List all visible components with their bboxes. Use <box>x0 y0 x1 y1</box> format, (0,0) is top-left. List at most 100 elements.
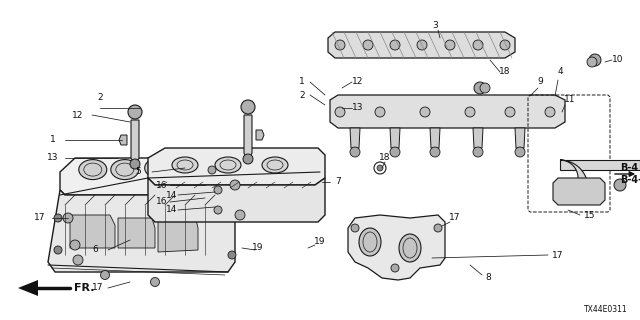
Polygon shape <box>473 128 483 148</box>
Polygon shape <box>244 115 252 157</box>
Circle shape <box>335 40 345 50</box>
Circle shape <box>417 40 427 50</box>
Ellipse shape <box>79 160 107 180</box>
Circle shape <box>208 166 216 174</box>
Ellipse shape <box>262 157 288 173</box>
Circle shape <box>390 40 400 50</box>
Text: 16: 16 <box>156 197 168 206</box>
Circle shape <box>243 154 253 164</box>
Polygon shape <box>348 215 445 280</box>
Text: 9: 9 <box>537 77 543 86</box>
Circle shape <box>335 107 345 117</box>
Text: 17: 17 <box>449 213 461 222</box>
Polygon shape <box>328 32 515 58</box>
Circle shape <box>363 40 373 50</box>
Text: 8: 8 <box>485 274 491 283</box>
Text: 18: 18 <box>499 68 511 76</box>
Circle shape <box>420 107 430 117</box>
Circle shape <box>73 255 83 265</box>
Ellipse shape <box>145 158 173 178</box>
Circle shape <box>614 179 626 191</box>
Ellipse shape <box>359 228 381 256</box>
Circle shape <box>350 147 360 157</box>
Polygon shape <box>131 120 139 162</box>
Text: FR.: FR. <box>74 283 95 293</box>
Polygon shape <box>70 215 115 248</box>
Circle shape <box>480 83 490 93</box>
Circle shape <box>228 251 236 259</box>
Text: 16: 16 <box>156 180 168 189</box>
Circle shape <box>445 40 455 50</box>
Text: B-4-1: B-4-1 <box>620 175 640 185</box>
Circle shape <box>473 147 483 157</box>
Text: 2: 2 <box>299 91 305 100</box>
Polygon shape <box>158 215 198 252</box>
Circle shape <box>473 40 483 50</box>
Text: 17: 17 <box>552 251 564 260</box>
Polygon shape <box>515 128 525 148</box>
Text: 19: 19 <box>252 244 264 252</box>
Text: 13: 13 <box>352 103 364 113</box>
Circle shape <box>70 240 80 250</box>
Polygon shape <box>560 160 588 188</box>
Text: 11: 11 <box>564 95 576 105</box>
Polygon shape <box>119 135 127 145</box>
Text: 15: 15 <box>584 211 596 220</box>
Polygon shape <box>390 128 400 148</box>
Circle shape <box>100 270 109 279</box>
Circle shape <box>130 159 140 169</box>
Text: 17: 17 <box>35 213 45 222</box>
Circle shape <box>54 246 62 254</box>
Circle shape <box>377 165 383 171</box>
Polygon shape <box>118 218 155 248</box>
Text: 3: 3 <box>432 20 438 29</box>
Polygon shape <box>18 280 38 296</box>
Text: 17: 17 <box>92 284 104 292</box>
Text: 6: 6 <box>92 245 98 254</box>
Text: 7: 7 <box>335 178 341 187</box>
Circle shape <box>230 180 240 190</box>
Text: 14: 14 <box>166 190 178 199</box>
Circle shape <box>241 100 255 114</box>
Text: 18: 18 <box>380 154 391 163</box>
Circle shape <box>224 201 232 209</box>
Circle shape <box>515 147 525 157</box>
Circle shape <box>375 107 385 117</box>
Polygon shape <box>560 160 640 170</box>
Circle shape <box>465 107 475 117</box>
Text: TX44E0311: TX44E0311 <box>584 305 628 314</box>
Polygon shape <box>330 95 565 128</box>
Circle shape <box>214 186 222 194</box>
Circle shape <box>587 57 597 67</box>
Text: 10: 10 <box>612 55 624 65</box>
Polygon shape <box>350 128 360 148</box>
Circle shape <box>150 277 159 286</box>
Text: 2: 2 <box>97 93 103 102</box>
Circle shape <box>63 213 73 223</box>
Polygon shape <box>553 178 605 205</box>
Ellipse shape <box>399 234 421 262</box>
Text: 19: 19 <box>314 237 326 246</box>
Circle shape <box>351 224 359 232</box>
Text: 13: 13 <box>47 154 59 163</box>
Circle shape <box>391 264 399 272</box>
Circle shape <box>54 214 62 222</box>
Text: 1: 1 <box>50 135 56 145</box>
Polygon shape <box>256 130 264 140</box>
Circle shape <box>235 210 245 220</box>
Text: 12: 12 <box>352 77 364 86</box>
Circle shape <box>390 147 400 157</box>
Circle shape <box>430 147 440 157</box>
Circle shape <box>474 82 486 94</box>
Text: 12: 12 <box>72 110 84 119</box>
Polygon shape <box>148 178 325 222</box>
Circle shape <box>545 107 555 117</box>
Text: 4: 4 <box>557 68 563 76</box>
Ellipse shape <box>215 157 241 173</box>
Polygon shape <box>48 188 235 272</box>
Polygon shape <box>148 148 325 185</box>
Circle shape <box>434 224 442 232</box>
Circle shape <box>505 107 515 117</box>
Polygon shape <box>60 158 235 195</box>
Ellipse shape <box>172 157 198 173</box>
